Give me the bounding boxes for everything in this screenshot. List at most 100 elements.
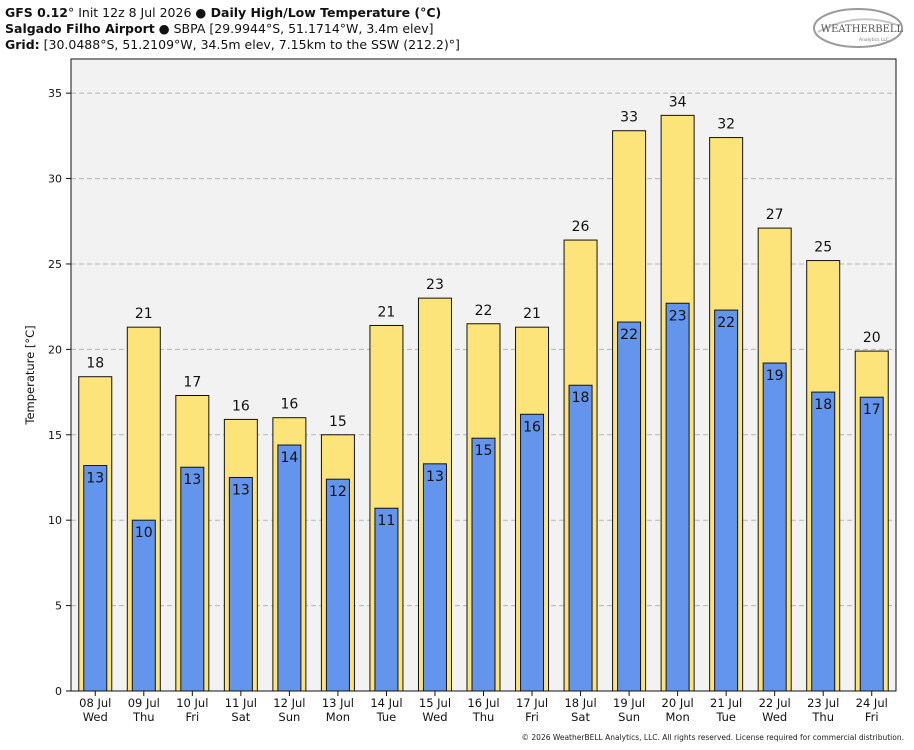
header-line-3: Grid: [30.0488°S, 51.2109°W, 34.5m elev,… — [5, 37, 460, 53]
x-tick-weekday: Wed — [83, 710, 108, 724]
low-bar — [131, 519, 156, 692]
high-value-label: 21 — [135, 306, 153, 322]
model-name: GFS 0.12 — [5, 5, 68, 20]
high-value-label: 26 — [572, 219, 590, 235]
low-value-label: 13 — [232, 482, 250, 498]
x-tick-weekday: Sun — [618, 710, 640, 724]
x-tick-weekday: Sat — [231, 710, 250, 724]
y-tick-label: 35 — [48, 87, 62, 100]
low-value-label: 18 — [572, 390, 590, 406]
weatherbell-logo: WEATHERBELL Analytics LLC — [813, 8, 904, 48]
grid-info: [30.0488°S, 51.2109°W, 34.5m elev, 7.15k… — [39, 37, 460, 52]
x-tick-date: 21 Jul — [710, 696, 742, 710]
high-value-label: 33 — [620, 110, 638, 126]
x-tick-weekday: Fri — [185, 710, 199, 724]
plot-frame — [70, 58, 897, 692]
y-tick-label: 20 — [48, 343, 62, 356]
x-tick-date: 18 Jul — [564, 696, 596, 710]
low-value-label: 16 — [523, 419, 541, 435]
x-tick-date: 20 Jul — [662, 696, 694, 710]
low-bar — [277, 444, 302, 692]
low-value-label: 15 — [475, 443, 493, 459]
low-value-label: 11 — [378, 513, 396, 529]
y-tick-label: 30 — [48, 173, 62, 186]
y-tick-label: 25 — [48, 258, 62, 271]
low-value-label: 13 — [183, 472, 201, 488]
bullet: ● — [195, 5, 207, 20]
x-tick-weekday: Thu — [811, 710, 834, 724]
logo-subtext: Analytics LLC — [859, 37, 889, 43]
x-tick-weekday: Thu — [472, 710, 495, 724]
high-value-label: 23 — [426, 277, 444, 293]
low-value-label: 22 — [717, 315, 735, 331]
low-bar — [325, 478, 350, 692]
x-tick-weekday: Tue — [715, 710, 736, 724]
low-bar — [762, 362, 787, 692]
low-value-label: 18 — [814, 397, 832, 413]
x-tick-weekday: Thu — [132, 710, 155, 724]
x-tick-weekday: Mon — [665, 710, 689, 724]
x-tick-weekday: Tue — [376, 710, 397, 724]
low-value-label: 13 — [426, 469, 444, 485]
header-line-2: Salgado Filho Airport ● SBPA [29.9944°S,… — [5, 21, 434, 37]
low-bar — [83, 465, 108, 692]
x-tick-weekday: Wed — [422, 710, 447, 724]
low-value-label: 10 — [135, 525, 153, 541]
x-tick-date: 16 Jul — [467, 696, 499, 710]
low-bar — [859, 396, 884, 692]
x-tick-date: 17 Jul — [516, 696, 548, 710]
high-value-label: 17 — [183, 374, 201, 390]
high-value-label: 25 — [814, 240, 832, 256]
x-tick-date: 22 Jul — [759, 696, 791, 710]
x-tick-date: 11 Jul — [225, 696, 257, 710]
low-bar — [471, 437, 496, 692]
copyright-footer: © 2026 WeatherBELL Analytics, LLC. All r… — [521, 733, 904, 742]
high-value-label: 16 — [232, 398, 250, 414]
x-tick-date: 12 Jul — [273, 696, 305, 710]
high-value-label: 21 — [378, 304, 396, 320]
bullet: ● — [154, 21, 174, 36]
high-value-label: 34 — [669, 94, 687, 110]
high-value-label: 20 — [863, 330, 881, 346]
low-bar — [422, 463, 447, 692]
low-bar — [617, 321, 642, 692]
high-value-label: 16 — [280, 397, 298, 413]
y-axis-label: Temperature [°C] — [23, 325, 37, 425]
high-value-label: 21 — [523, 306, 541, 322]
low-value-label: 17 — [863, 402, 881, 418]
x-tick-date: 09 Jul — [128, 696, 160, 710]
degree-sign: ° — [68, 5, 75, 20]
y-tick-label: 5 — [55, 600, 62, 613]
low-value-label: 22 — [620, 327, 638, 343]
x-tick-date: 08 Jul — [79, 696, 111, 710]
y-tick-label: 0 — [55, 685, 62, 698]
low-value-label: 13 — [86, 471, 104, 487]
low-bar — [714, 309, 739, 692]
x-tick-date: 10 Jul — [176, 696, 208, 710]
high-value-label: 15 — [329, 414, 347, 430]
low-bar — [520, 413, 545, 692]
x-tick-date: 19 Jul — [613, 696, 645, 710]
x-tick-weekday: Fri — [865, 710, 879, 724]
low-bar — [228, 476, 253, 692]
low-bar — [665, 302, 690, 692]
x-tick-weekday: Mon — [326, 710, 350, 724]
low-bar — [180, 466, 205, 692]
x-tick-weekday: Sat — [571, 710, 590, 724]
low-bar — [811, 391, 836, 692]
init-time: Init 12z 8 Jul 2026 — [74, 5, 196, 20]
x-tick-date: 15 Jul — [419, 696, 451, 710]
x-tick-date: 23 Jul — [807, 696, 839, 710]
header-line-1: GFS 0.12° Init 12z 8 Jul 2026 ● Daily Hi… — [5, 5, 441, 21]
low-value-label: 19 — [766, 368, 784, 384]
station-info: SBPA [29.9944°S, 51.1714°W, 3.4m elev] — [173, 21, 434, 36]
x-tick-weekday: Wed — [762, 710, 787, 724]
high-value-label: 18 — [86, 356, 104, 372]
low-value-label: 12 — [329, 484, 347, 500]
x-tick-weekday: Sun — [278, 710, 300, 724]
high-value-label: 32 — [717, 117, 735, 133]
logo-text: WEATHERBELL — [821, 24, 904, 35]
high-value-label: 27 — [766, 207, 784, 223]
x-tick-weekday: Fri — [525, 710, 539, 724]
